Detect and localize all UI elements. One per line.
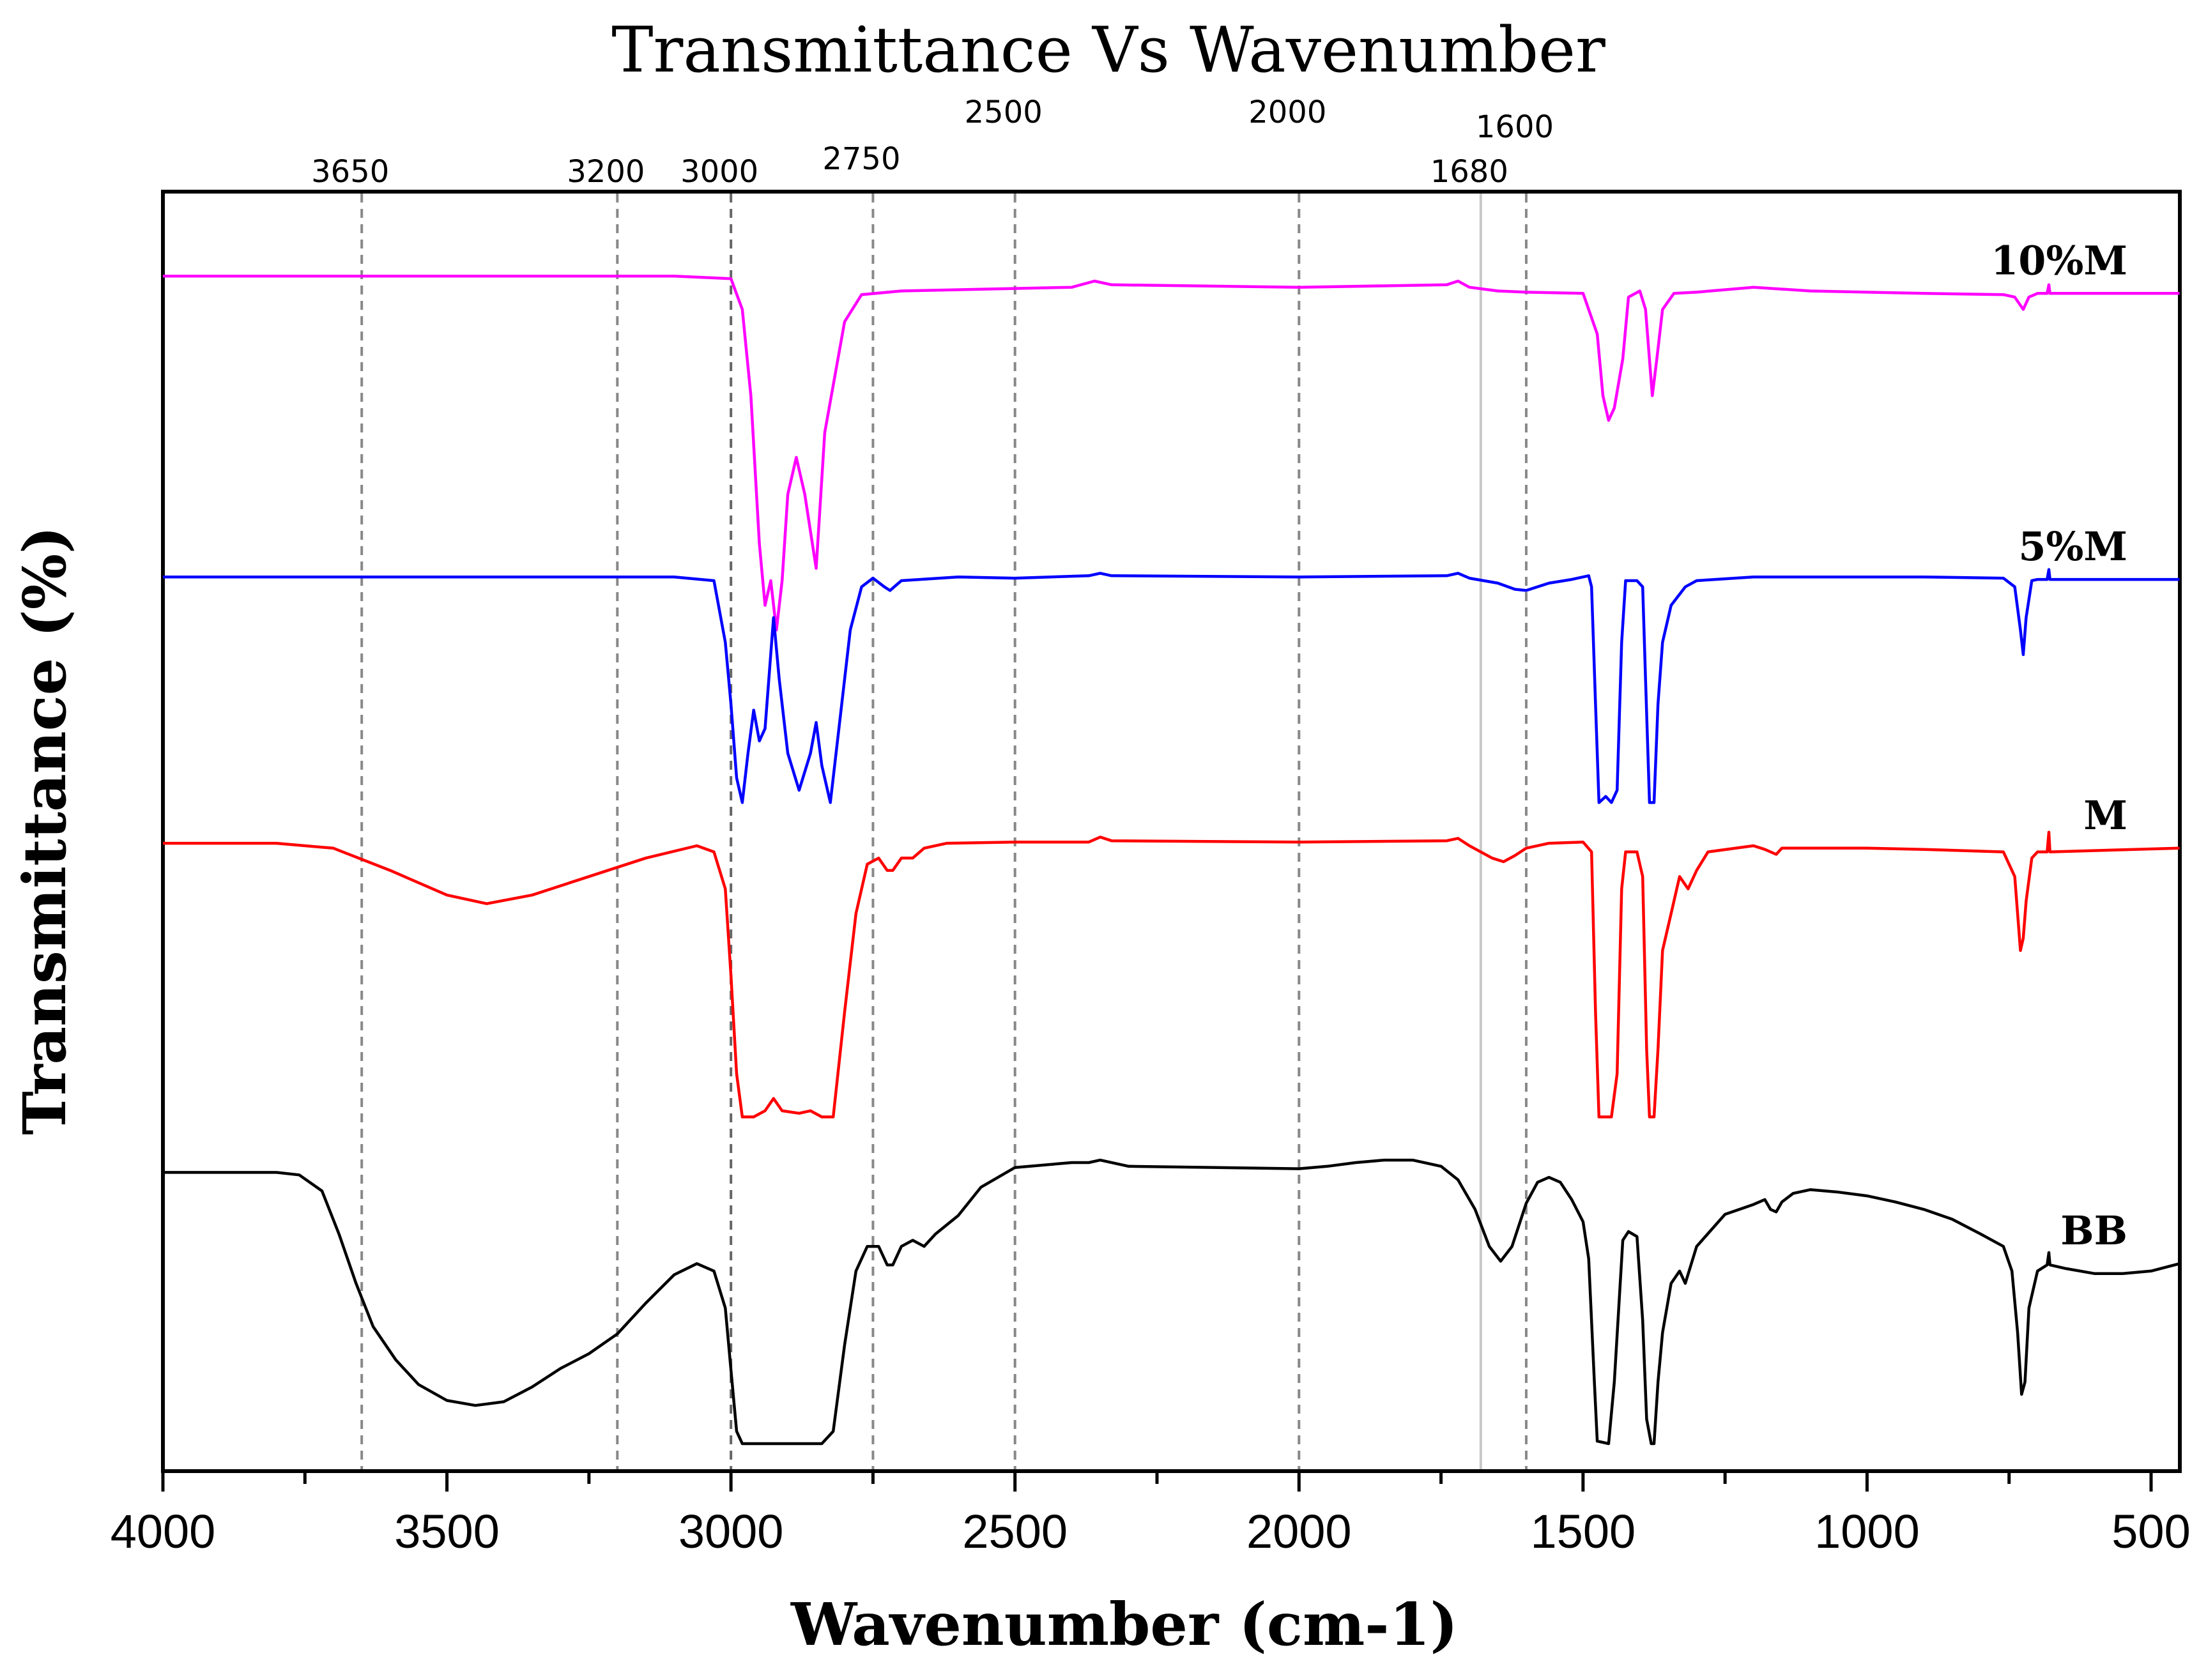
x-tick-label: 3000 (678, 1505, 784, 1558)
reference-label-3650: 3650 (311, 154, 389, 190)
reference-label-2750: 2750 (822, 141, 900, 177)
x-tick-label: 2000 (1246, 1505, 1352, 1558)
x-tick-label: 3500 (394, 1505, 500, 1558)
reference-label-1680: 1680 (1430, 154, 1508, 190)
x-tick-label: 2500 (962, 1505, 1068, 1558)
plot-area (161, 190, 2182, 1473)
series-group (163, 275, 2180, 1446)
chart-title: Transmittance Vs Wavenumber (611, 14, 1605, 87)
reference-label-3000: 3000 (680, 154, 758, 190)
reference-label-2500: 2500 (965, 95, 1043, 130)
reference-label-1600: 1600 (1476, 109, 1554, 145)
series-label-bb: BB (2060, 1207, 2127, 1254)
x-axis-ticks: 4000 3500 3000 2500 2000 1500 1000 500 (111, 1471, 2191, 1558)
y-axis-title: Transmittance (%) (10, 526, 79, 1134)
reference-label-2000: 2000 (1248, 95, 1326, 130)
x-tick-label: 1000 (1814, 1505, 1920, 1558)
reference-lines: 3650 3200 3000 2750 2500 2000 1680 1600 (311, 95, 1554, 1469)
series-line-5pctm (163, 568, 2180, 804)
series-label-m: M (2083, 792, 2127, 839)
series-line-bb (163, 1158, 2180, 1446)
series-labels: 10%M 5%M M BB (1991, 237, 2127, 1254)
x-tick-label: 4000 (111, 1505, 216, 1558)
reference-label-3200: 3200 (567, 154, 645, 190)
series-line-m (163, 830, 2180, 1119)
x-tick-label: 500 (2111, 1505, 2190, 1558)
x-axis-title: Wavenumber (cm-1) (790, 1590, 1458, 1659)
series-label-5pctm: 5%M (2018, 523, 2127, 570)
series-label-10pctm: 10%M (1991, 237, 2127, 284)
series-line-10pctm (163, 275, 2180, 632)
x-tick-label: 1500 (1531, 1505, 1636, 1558)
